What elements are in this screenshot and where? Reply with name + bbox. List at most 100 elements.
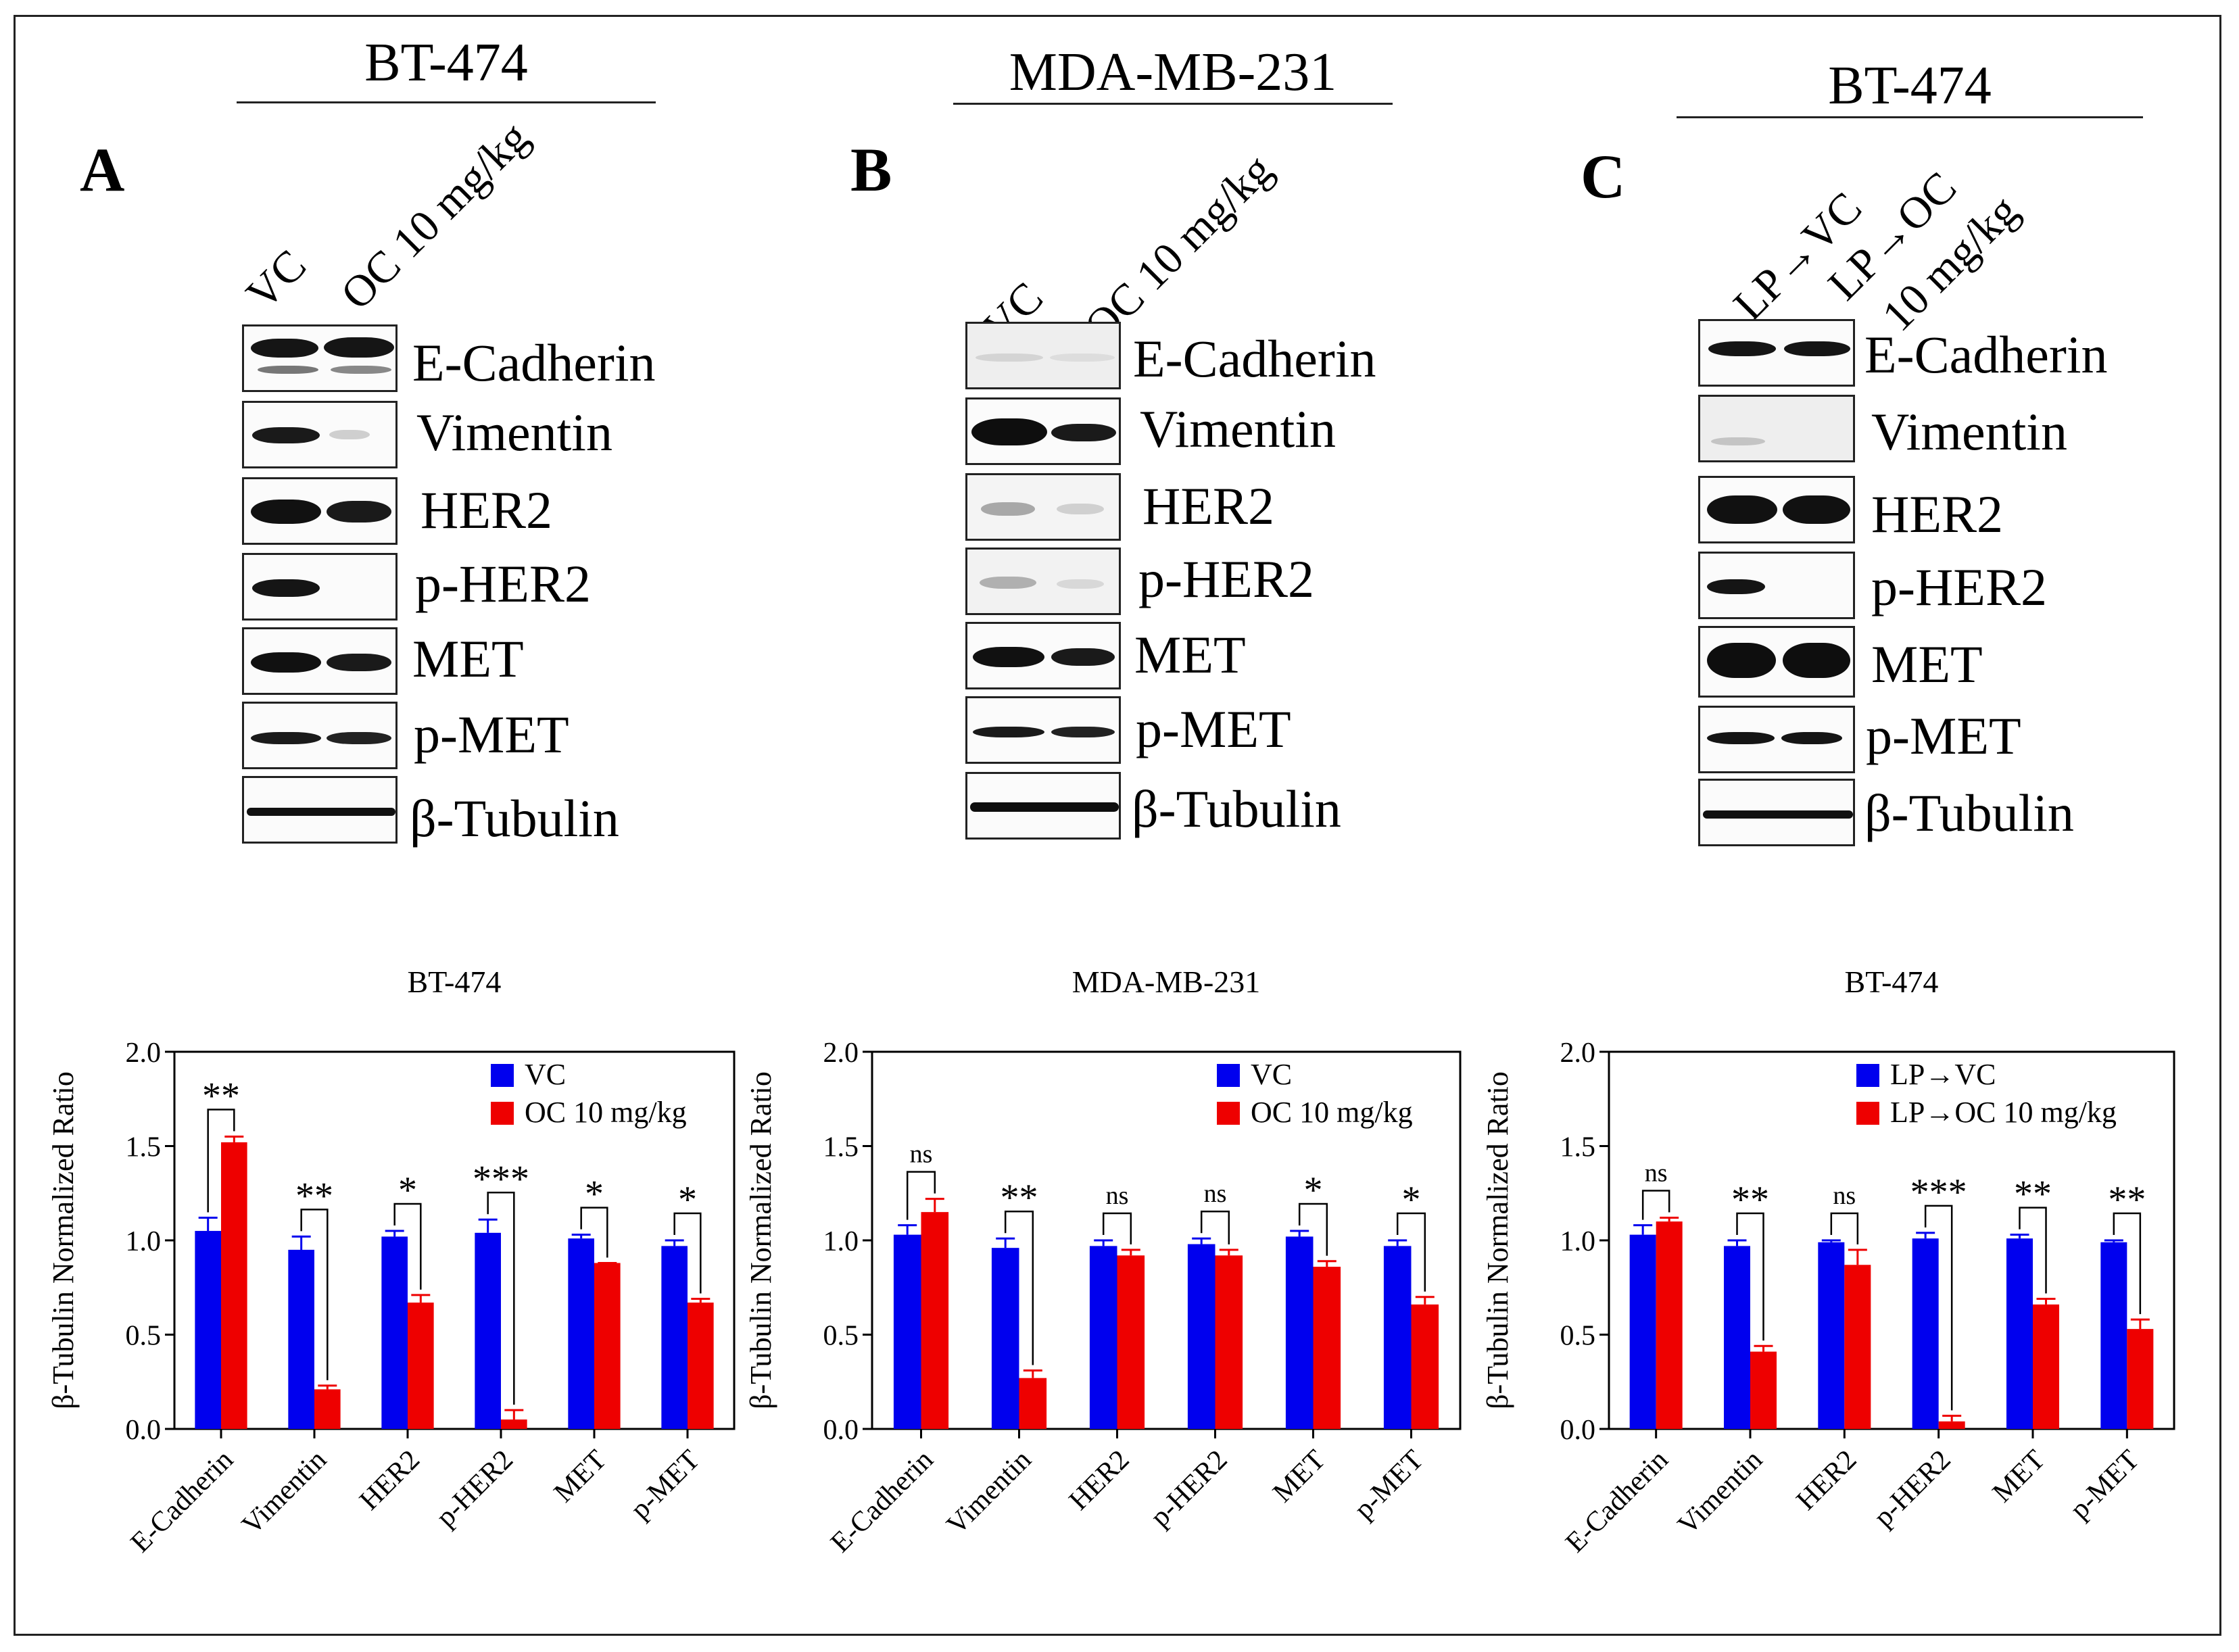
blot-b-met: [965, 622, 1121, 689]
blot-b-label-6: p-MET: [1136, 700, 1291, 758]
chart3-bar-control: [1629, 1234, 1656, 1429]
chart3-significance-bracket: [2113, 1212, 2142, 1315]
chart3-significance-bracket: [2019, 1207, 2047, 1294]
blot-c-label-5: MET: [1871, 635, 1983, 694]
blot-c-label-7: β-Tubulin: [1864, 783, 2074, 842]
chart2-legend-label: OC 10 mg/kg: [1251, 1096, 1413, 1129]
chart2-significance-bracket: [1004, 1210, 1034, 1365]
chart1-bar-control: [288, 1249, 314, 1429]
chart3-ytick-label: 0.0: [1560, 1415, 1596, 1446]
chart1-bar-control: [381, 1236, 408, 1429]
chart3-category-label: HER2: [1791, 1444, 1863, 1517]
chart1-bar-treated: [221, 1142, 247, 1429]
chart1-significance-bracket: [580, 1207, 608, 1258]
chart1-bar-control: [195, 1231, 221, 1429]
chart3-category-label: E-Cadherin: [1560, 1444, 1674, 1559]
chart1-significance-bracket: [673, 1212, 702, 1294]
panel-c-letter: C: [1581, 142, 1626, 211]
blot-b-label-1: E-Cadherin: [1133, 329, 1376, 388]
panel-b-rule: [953, 103, 1393, 105]
chart2-bar-control: [1089, 1246, 1117, 1429]
blot-c-p-her2: [1698, 552, 1855, 619]
chart1-ytick-label: 1.5: [126, 1132, 162, 1163]
chart3-significance-bracket: [1924, 1205, 1953, 1411]
chart2-ytick-label: 1.0: [823, 1226, 859, 1257]
chart3-significance-bracket: [1641, 1190, 1670, 1220]
chart2-bar-control: [991, 1248, 1019, 1429]
chart3-bar-control: [2100, 1242, 2127, 1429]
blot-b-label-2: Vimentin: [1140, 399, 1336, 458]
blot-c-beta-tubulin: [1698, 779, 1855, 846]
blot-a-label-7: β-Tubulin: [410, 789, 619, 848]
panel-a-rule: [237, 101, 656, 103]
chart2-bar-treated: [1411, 1304, 1439, 1429]
chart3-category-label: p-MET: [2064, 1444, 2145, 1526]
chart3-ytick-label: 1.0: [1560, 1226, 1596, 1257]
blot-c-label-6: p-MET: [1866, 706, 2021, 765]
chart1-ytick-label: 0.0: [126, 1415, 162, 1446]
chart2-bar-control: [1285, 1236, 1314, 1429]
chart1-ytick-label: 1.0: [126, 1226, 162, 1257]
chart1-category-label: p-HER2: [431, 1444, 520, 1534]
chart3-significance-label: **: [1731, 1179, 1769, 1221]
blot-a-e-cadherin: [242, 324, 398, 392]
chart2-ytick-label: 0.5: [823, 1321, 859, 1352]
chart2-bar-treated: [1313, 1267, 1341, 1429]
chart1-bar-treated: [594, 1263, 621, 1429]
chart2-ylabel: β-Tubulin Normalized Ratio: [744, 1071, 777, 1409]
panel-c-rule: [1677, 116, 2143, 118]
chart1-bar-treated: [408, 1303, 434, 1429]
blot-c-p-met: [1698, 706, 1855, 773]
chart3-legend-swatch: [1856, 1064, 1879, 1087]
blot-b-beta-tubulin: [965, 772, 1121, 840]
chart1-bar-treated: [688, 1303, 714, 1429]
panel-b-cell-line: MDA-MB-231: [1009, 43, 1337, 102]
blot-c-label-3: HER2: [1871, 485, 2003, 543]
chart2-ytick-label: 0.0: [823, 1415, 859, 1446]
chart1-significance-label: **: [295, 1175, 333, 1217]
blot-a-label-3: HER2: [420, 481, 552, 539]
chart1-category-label: Vimentin: [236, 1444, 333, 1541]
blot-b-label-5: MET: [1134, 625, 1246, 684]
chart1-bar-control: [661, 1246, 688, 1429]
chart2-title: MDA-MB-231: [1072, 965, 1261, 999]
chart2-significance-label: **: [1001, 1177, 1038, 1219]
chart3-category-label: MET: [1987, 1444, 2051, 1509]
panel-c-cell-line: BT-474: [1828, 56, 1992, 116]
blot-a-beta-tubulin: [242, 776, 398, 844]
chart3-bar-control: [2006, 1238, 2033, 1429]
blot-b-label-4: p-HER2: [1138, 550, 1314, 608]
chart2-significance-label: ns: [1204, 1180, 1227, 1208]
chart3-title: BT-474: [1845, 965, 1939, 999]
chart1-significance-label: *: [678, 1179, 697, 1221]
chart3-bar-control: [1723, 1246, 1750, 1429]
blot-b-her2: [965, 473, 1121, 541]
chart2-bar-control: [1383, 1246, 1412, 1429]
chart1-significance-bracket: [207, 1109, 235, 1213]
chart2-category-label: HER2: [1063, 1444, 1136, 1517]
chart2-bar-treated: [921, 1212, 949, 1429]
blot-a-her2: [242, 477, 398, 545]
chart2-significance-label: ns: [910, 1140, 933, 1169]
chart1-legend-label: VC: [525, 1058, 566, 1091]
chart2-category-label: E-Cadherin: [825, 1444, 939, 1559]
chart1-category-label: HER2: [354, 1444, 426, 1517]
chart1-legend-swatch: [491, 1102, 514, 1125]
chart1-bar-treated: [501, 1419, 527, 1429]
chart3-ytick-label: 1.5: [1560, 1132, 1596, 1163]
figure-frame: [14, 15, 2221, 1636]
blot-a-p-her2: [242, 553, 398, 621]
chart3-significance-label: **: [2014, 1173, 2052, 1215]
blot-c-label-4: p-HER2: [1871, 558, 2047, 616]
chart1-ytick-label: 2.0: [126, 1038, 162, 1069]
chart1-bar-treated: [314, 1389, 341, 1429]
chart3-bar-control: [1818, 1242, 1845, 1429]
chart2-legend-swatch: [1217, 1102, 1240, 1125]
blot-c-label-2: Vimentin: [1871, 402, 2067, 461]
blot-b-p-her2: [965, 548, 1121, 615]
chart3-ytick-label: 2.0: [1560, 1038, 1596, 1069]
chart2-bar-treated: [1019, 1378, 1047, 1429]
chart3-bar-treated: [1750, 1351, 1777, 1429]
blot-c-label-1: E-Cadherin: [1864, 325, 2108, 384]
